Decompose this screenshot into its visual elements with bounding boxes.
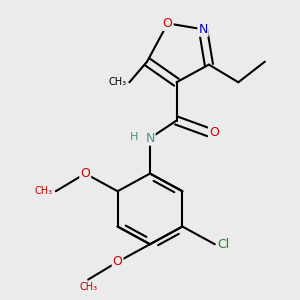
Text: O: O <box>209 126 219 139</box>
Text: N: N <box>198 23 208 36</box>
Text: O: O <box>80 167 90 180</box>
Text: CH₃: CH₃ <box>35 186 53 196</box>
Text: O: O <box>113 255 122 268</box>
Text: Cl: Cl <box>218 238 230 251</box>
Text: H: H <box>130 132 138 142</box>
Text: CH₃: CH₃ <box>108 77 126 87</box>
Text: O: O <box>163 17 172 30</box>
Text: CH₃: CH₃ <box>79 283 97 292</box>
Text: N: N <box>145 132 155 145</box>
